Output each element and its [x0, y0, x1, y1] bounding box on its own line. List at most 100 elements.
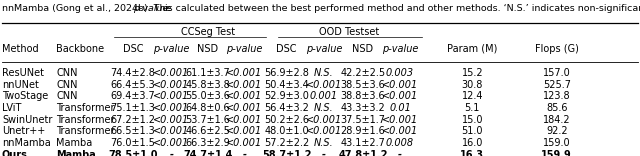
Text: -: -: [170, 150, 173, 156]
Text: 15.0: 15.0: [461, 115, 483, 125]
Text: CNN: CNN: [56, 80, 78, 90]
Text: <0.001: <0.001: [227, 115, 262, 125]
Text: 42.2±2.5: 42.2±2.5: [340, 68, 385, 78]
Text: 56.4±3.2: 56.4±3.2: [264, 103, 309, 113]
Text: 159.9: 159.9: [541, 150, 572, 156]
Text: <0.001: <0.001: [227, 126, 262, 136]
Text: Transformer: Transformer: [56, 103, 115, 113]
Text: DSC: DSC: [276, 44, 297, 54]
Text: 76.0±1.5: 76.0±1.5: [111, 138, 156, 148]
Text: 56.9±2.8: 56.9±2.8: [264, 68, 309, 78]
Text: 157.0: 157.0: [543, 68, 571, 78]
Text: <0.001: <0.001: [227, 103, 262, 113]
Text: TwoStage: TwoStage: [2, 91, 48, 101]
Text: <0.001: <0.001: [306, 80, 342, 90]
Text: <0.001: <0.001: [382, 91, 418, 101]
Text: <0.001: <0.001: [382, 115, 418, 125]
Text: <0.001: <0.001: [154, 138, 189, 148]
Text: 43.1±2.7: 43.1±2.7: [340, 138, 385, 148]
Text: <0.001: <0.001: [227, 80, 262, 90]
Text: 85.6: 85.6: [546, 103, 568, 113]
Text: p-value: p-value: [227, 44, 262, 54]
Text: 16.0: 16.0: [461, 138, 483, 148]
Text: 52.9±3.0: 52.9±3.0: [264, 91, 309, 101]
Text: 184.2: 184.2: [543, 115, 571, 125]
Text: p-value: p-value: [133, 4, 168, 13]
Text: Mamba: Mamba: [56, 138, 93, 148]
Text: 525.7: 525.7: [543, 80, 571, 90]
Text: p-value: p-value: [154, 44, 189, 54]
Text: 50.4±3.4: 50.4±3.4: [264, 80, 309, 90]
Text: 51.0: 51.0: [461, 126, 483, 136]
Text: 58.7±1.2: 58.7±1.2: [262, 150, 312, 156]
Text: Mamba: Mamba: [56, 150, 96, 156]
Text: 55.0±3.6: 55.0±3.6: [186, 91, 230, 101]
Text: DSC: DSC: [123, 44, 143, 54]
Text: 64.8±0.6: 64.8±0.6: [186, 103, 230, 113]
Text: 92.2: 92.2: [546, 126, 568, 136]
Text: nnUNet: nnUNet: [2, 80, 39, 90]
Text: N.S.: N.S.: [314, 68, 333, 78]
Text: <0.001: <0.001: [227, 91, 262, 101]
Text: <0.001: <0.001: [306, 126, 342, 136]
Text: -: -: [243, 150, 246, 156]
Text: 123.8: 123.8: [543, 91, 571, 101]
Text: 0.008: 0.008: [386, 138, 414, 148]
Text: CNN: CNN: [56, 91, 78, 101]
Text: nnMamba: nnMamba: [2, 138, 51, 148]
Text: 66.3±2.9: 66.3±2.9: [186, 138, 230, 148]
Text: CCSeg Test: CCSeg Test: [181, 27, 235, 37]
Text: Flops (G): Flops (G): [535, 44, 579, 54]
Text: 66.5±1.3: 66.5±1.3: [111, 126, 156, 136]
Text: p-value: p-value: [306, 44, 342, 54]
Text: Ours: Ours: [2, 150, 28, 156]
Text: <0.001: <0.001: [382, 126, 418, 136]
Text: 50.2±2.6: 50.2±2.6: [264, 115, 309, 125]
Text: 0.003: 0.003: [386, 68, 414, 78]
Text: 45.8±3.8: 45.8±3.8: [186, 80, 230, 90]
Text: 159.0: 159.0: [543, 138, 571, 148]
Text: 38.8±3.6: 38.8±3.6: [340, 91, 385, 101]
Text: Method: Method: [2, 44, 38, 54]
Text: 16.3: 16.3: [460, 150, 484, 156]
Text: CNN: CNN: [56, 68, 78, 78]
Text: 46.6±2.5: 46.6±2.5: [186, 126, 230, 136]
Text: 30.8: 30.8: [461, 80, 483, 90]
Text: <0.001: <0.001: [154, 103, 189, 113]
Text: <0.001: <0.001: [227, 68, 262, 78]
Text: Transformer: Transformer: [56, 115, 115, 125]
Text: NSD: NSD: [197, 44, 219, 54]
Text: N.S.: N.S.: [314, 138, 333, 148]
Text: 0.01: 0.01: [389, 103, 411, 113]
Text: N.S.: N.S.: [314, 103, 333, 113]
Text: -: -: [322, 150, 326, 156]
Text: -: -: [398, 150, 402, 156]
Text: 37.5±1.7: 37.5±1.7: [340, 115, 385, 125]
Text: 67.2±1.2: 67.2±1.2: [111, 115, 156, 125]
Text: ResUNet: ResUNet: [2, 68, 44, 78]
Text: OOD Testset: OOD Testset: [319, 27, 379, 37]
Text: nnMamba (Gong et al., 2024b). The: nnMamba (Gong et al., 2024b). The: [2, 4, 174, 13]
Text: 47.8±1.2: 47.8±1.2: [338, 150, 388, 156]
Text: 48.0±1.0: 48.0±1.0: [264, 126, 309, 136]
Text: 53.7±1.6: 53.7±1.6: [186, 115, 230, 125]
Text: is calculated between the best performed method and other methods. ‘N.S.’ indica: is calculated between the best performed…: [162, 4, 640, 13]
Text: Transformer: Transformer: [56, 126, 115, 136]
Text: <0.001: <0.001: [306, 115, 342, 125]
Text: SwinUnetr: SwinUnetr: [2, 115, 52, 125]
Text: Backbone: Backbone: [56, 44, 104, 54]
Text: <0.001: <0.001: [154, 126, 189, 136]
Text: Unetr++: Unetr++: [2, 126, 45, 136]
Text: 5.1: 5.1: [465, 103, 480, 113]
Text: p-value: p-value: [382, 44, 418, 54]
Text: 57.2±2.2: 57.2±2.2: [264, 138, 309, 148]
Text: 74.7±1.4: 74.7±1.4: [183, 150, 233, 156]
Text: LViT: LViT: [2, 103, 21, 113]
Text: 0.001: 0.001: [310, 91, 338, 101]
Text: <0.001: <0.001: [382, 80, 418, 90]
Text: <0.001: <0.001: [154, 80, 189, 90]
Text: 78.5±1.0: 78.5±1.0: [108, 150, 158, 156]
Text: 28.9±1.6: 28.9±1.6: [340, 126, 385, 136]
Text: 38.5±3.6: 38.5±3.6: [340, 80, 385, 90]
Text: <0.001: <0.001: [154, 68, 189, 78]
